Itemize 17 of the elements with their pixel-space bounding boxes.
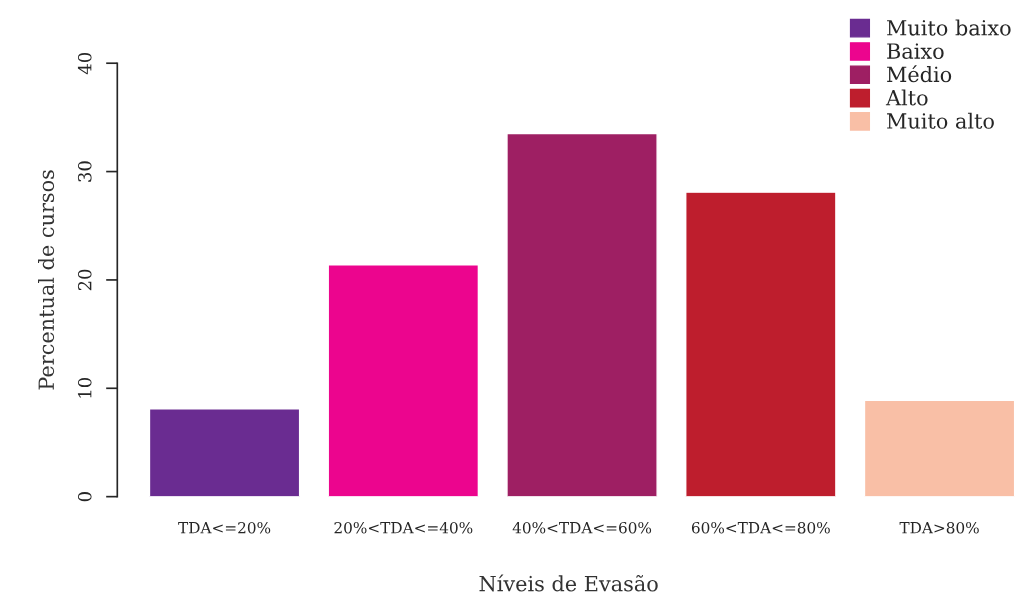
legend-label: Médio	[887, 65, 952, 83]
x-tick-label: 20%<TDA<=40%	[334, 521, 473, 534]
x-tick-label: 40%<TDA<=60%	[512, 521, 652, 534]
x-axis-title: Níveis de Evasão	[479, 574, 658, 592]
y-tick-label: 20	[77, 269, 92, 291]
y-tick-label: 30	[77, 161, 92, 182]
x-tick-label: 60%<TDA<=80%	[691, 521, 830, 534]
y-tick-label: 10	[77, 378, 92, 398]
x-tick-label: TDA>80%	[899, 521, 979, 534]
y-tick-label: 0	[77, 492, 92, 502]
legend-label: Muito alto	[887, 112, 994, 129]
legend-label: Baixo	[887, 43, 944, 59]
y-axis-title: Percentual de cursos	[38, 170, 55, 390]
legend-label: Muito baixo	[887, 19, 1011, 36]
y-tick-label: 40	[77, 52, 92, 75]
legend-label: Alto	[885, 89, 928, 106]
x-tick-label: TDA<=20%	[178, 521, 271, 534]
